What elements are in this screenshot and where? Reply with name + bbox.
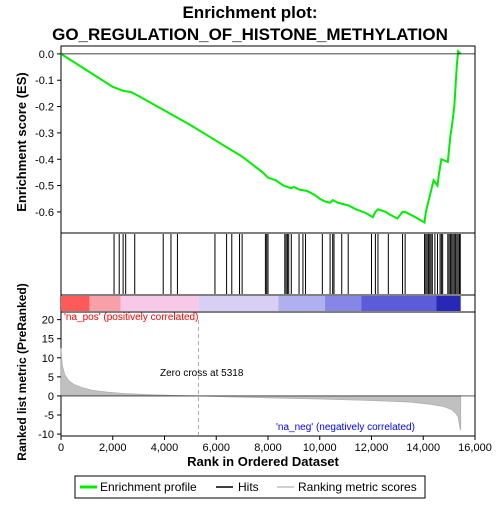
- legend-profile-label: Enrichment profile: [100, 480, 197, 494]
- color-bar-segment-5: [324, 296, 362, 311]
- legend-hits-label: Hits: [238, 480, 259, 494]
- neg-correlated-label: 'na_neg' (negatively correlated): [276, 422, 415, 433]
- color-bar: [61, 296, 461, 311]
- x-tick-label-0: 0: [58, 442, 64, 454]
- metric-tick-label-4: 0: [48, 391, 54, 403]
- es-tick-label-0: 0.0: [39, 49, 54, 61]
- color-bar-segment-4: [278, 296, 325, 311]
- es-tick-label-1: -0.1: [35, 75, 54, 87]
- x-tick-label-6: 12,000: [355, 442, 389, 454]
- metric-tick-label-5: -5: [44, 410, 54, 422]
- x-tick-label-2: 4,000: [151, 442, 179, 454]
- x-ticks: 0 2,000 4,000 6,000 8,000 10,000 12,000 14,000 1…: [58, 436, 492, 454]
- es-curve: [60, 49, 462, 225]
- es-tick-label-6: -0.6: [35, 207, 54, 219]
- x-tick-label-7: 14,000: [406, 442, 440, 454]
- x-tick-label-3: 6,000: [202, 442, 230, 454]
- metric-tick-label-3: 5: [48, 372, 54, 384]
- es-panel: [60, 45, 476, 234]
- es-tick-label-5: -0.5: [35, 181, 54, 193]
- pos-correlated-label: 'na_pos' (positively correlated): [64, 312, 198, 323]
- ranking-metric-series: [60, 348, 462, 431]
- x-tick-label-5: 10,000: [303, 442, 337, 454]
- chart-title-line2: GO_REGULATION_OF_HISTONE_METHYLATION: [52, 25, 448, 44]
- metric-axis-label: Ranked list metric (PreRanked): [15, 283, 29, 460]
- x-tick-label-4: 8,000: [254, 442, 282, 454]
- metric-y-ticks: 20 15 10 5 0 -5 -10: [38, 315, 61, 441]
- color-bar-segment-0: [61, 296, 90, 311]
- legend-box: [74, 475, 426, 499]
- legend: Enrichment profile Hits Ranking metric s…: [74, 475, 426, 499]
- metric-area: [60, 348, 462, 431]
- x-axis-label: Rank in Ordered Dataset: [187, 454, 339, 469]
- chart-title-line1: Enrichment plot:: [182, 3, 317, 22]
- es-y-ticks: 0.0 -0.1 -0.2 -0.3 -0.4 -0.5 -0.6: [35, 49, 61, 219]
- hit-lines: [113, 234, 461, 294]
- zero-cross-label: Zero cross at 5318: [160, 368, 244, 379]
- metric-tick-label-6: -10: [38, 429, 54, 441]
- color-bar-segment-3: [198, 296, 279, 311]
- color-bar-segment-6: [361, 296, 437, 311]
- metric-panel: [60, 311, 476, 437]
- legend-metric-label: Ranking metric scores: [298, 480, 417, 494]
- x-tick-label-1: 2,000: [99, 442, 127, 454]
- es-tick-label-3: -0.3: [35, 128, 54, 140]
- es-axis-label: Enrichment score (ES): [14, 72, 29, 211]
- metric-tick-label-2: 10: [42, 353, 54, 365]
- enrichment-profile-line: [60, 49, 462, 225]
- color-bar-segment-1: [89, 296, 121, 311]
- x-tick-label-8: 16,000: [458, 442, 492, 454]
- zero-lines: [61, 53, 475, 436]
- color-bar-segment-7: [436, 296, 461, 311]
- color-bar-segment-2: [120, 296, 199, 311]
- es-tick-label-4: -0.4: [35, 154, 54, 166]
- es-tick-label-2: -0.2: [35, 102, 54, 114]
- metric-tick-label-1: 15: [42, 334, 54, 346]
- metric-tick-label-0: 20: [42, 315, 54, 327]
